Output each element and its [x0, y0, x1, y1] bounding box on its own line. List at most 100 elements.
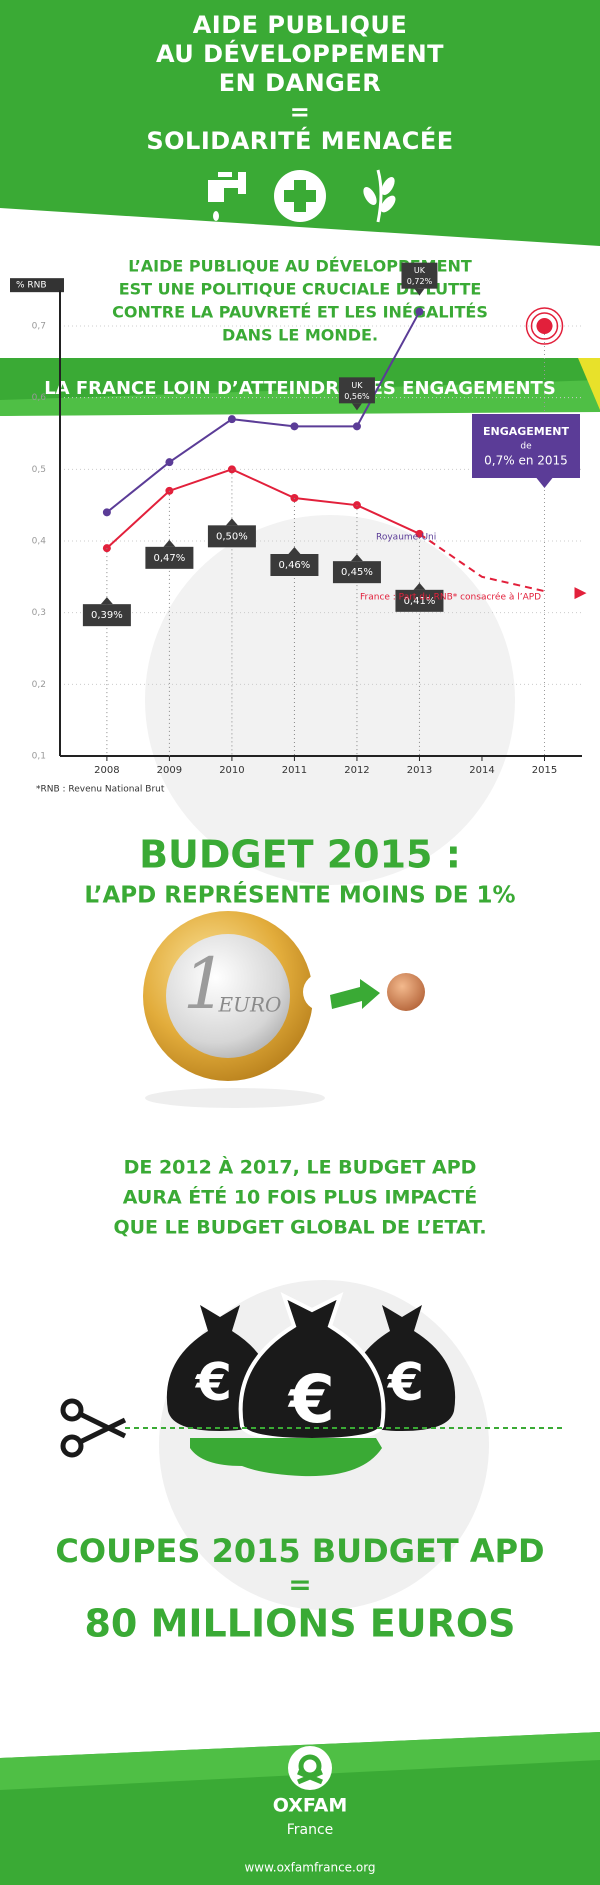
x-tick-label: 2011: [282, 765, 307, 776]
title-line: =: [290, 98, 311, 126]
value-label-bg: [207, 525, 256, 548]
cent-coin: [387, 973, 425, 1011]
engagement-box: [472, 414, 580, 478]
value-label: 0,56%: [344, 392, 370, 401]
coin-word: EURO: [218, 993, 282, 1017]
arrow-head: [574, 587, 587, 600]
scissor-ring: [60, 1398, 84, 1422]
value-label: 0,39%: [91, 610, 123, 621]
y-tick-label: 0,2: [32, 680, 46, 690]
title-line: AIDE PUBLIQUE: [193, 11, 408, 39]
engagement-target: [536, 318, 553, 334]
icons: [208, 169, 396, 223]
y-tick-label: 0,6: [32, 393, 47, 403]
country: France: [287, 1822, 334, 1838]
title-line: SOLIDARITÉ MENACÉE: [146, 126, 453, 155]
cuts-line: 80 MILLIONS EUROS: [84, 1602, 515, 1646]
y-tick-label: 0,4: [32, 537, 47, 547]
value-label-bg: [270, 554, 319, 576]
scissor-blades: [78, 1411, 127, 1445]
y-tick-label: 0,7: [32, 322, 46, 332]
impact-line: AURA ÉTÉ 10 FOIS PLUS IMPACTÉ: [123, 1186, 477, 1209]
impact-line: DE 2012 À 2017, LE BUDGET APD: [124, 1156, 477, 1179]
value-label-pointer: [100, 597, 113, 605]
value-label-bg: [338, 377, 375, 404]
engagement-connector: de: [520, 442, 532, 452]
title-line: AU DÉVELOPPEMENT: [156, 39, 444, 68]
value-label-bg: [401, 262, 438, 289]
cut-piece: [190, 1438, 382, 1477]
series-name: Royaume-Uni: [376, 533, 436, 543]
value-label: 0,41%: [404, 596, 436, 607]
value-label-pointer: [414, 288, 425, 296]
y-tick-label: 0,3: [32, 608, 46, 618]
x-tick-label: 2010: [219, 765, 244, 776]
value-label-tag: UK: [414, 266, 426, 275]
oxfam-logo-mark: [297, 1769, 323, 1785]
budget-title: BUDGET 2015 :: [139, 833, 461, 877]
x-tick-label: 2009: [157, 765, 182, 776]
engagement-title: ENGAGEMENT: [483, 425, 569, 438]
y-tick-label: 0,5: [32, 465, 46, 475]
x-tick-label: 2015: [532, 765, 557, 776]
chart-backdrop: [145, 515, 515, 885]
series-line: [106, 468, 420, 549]
engagement-target: [525, 307, 564, 345]
y-label-bg: [10, 278, 64, 293]
point: [352, 422, 361, 431]
value-label-bg: [145, 546, 194, 569]
arrow: [330, 979, 380, 1009]
intro-line: CONTRE LA PAUVRETÉ ET LES INÉGALITÉS: [112, 303, 488, 322]
chart: % RNB 0,1 0,2 0,3 0,4 0,5 0,6 0,7 2008 2009 2010 20…: [10, 262, 587, 795]
y-tick-label: 0,1: [32, 752, 46, 762]
series-line: [418, 533, 545, 593]
leaf: [380, 195, 396, 213]
x-tick-label: 2008: [94, 765, 119, 776]
point: [415, 307, 424, 316]
point: [102, 508, 111, 517]
section-title: LA FRANCE LOIN D’ATTEINDRE SES ENGAGEMEN…: [44, 378, 556, 399]
value-label-pointer: [163, 539, 176, 547]
impact-line: QUE LE BUDGET GLOBAL DE L’ETAT.: [113, 1217, 486, 1239]
point: [165, 458, 174, 467]
banner-corner: [578, 358, 600, 410]
x-tick-label: 2013: [407, 765, 432, 776]
engagement-text: 0,7% en 2015: [484, 454, 568, 468]
leaf: [363, 186, 377, 206]
value-label-bg: [332, 561, 381, 584]
value-label-pointer: [288, 547, 301, 554]
leaf: [381, 176, 395, 196]
oxfam-logo: [288, 1746, 332, 1790]
coin-center: [166, 934, 290, 1058]
series-name: France : Part du RNB* consacrée à l’APD: [360, 592, 541, 603]
value-label: 0,50%: [216, 531, 248, 542]
coin-numeral: 1: [183, 943, 228, 1025]
plant-stem: [376, 169, 383, 223]
value-label-pointer: [225, 518, 238, 526]
intro-line: EST UNE POLITIQUE CRUCIALE DE LUTTE: [119, 280, 482, 299]
series-line: [106, 311, 421, 514]
engagement-pointer: [536, 478, 553, 488]
euro-symbol: €: [195, 1353, 232, 1413]
value-label-bg: [82, 604, 131, 627]
point: [290, 422, 299, 431]
value-label-tag: UK: [351, 381, 363, 390]
value-label: 0,72%: [407, 277, 433, 286]
y-label: % RNB: [16, 281, 47, 291]
url[interactable]: www.oxfamfrance.org: [244, 1861, 375, 1875]
value-label: 0,47%: [154, 553, 186, 564]
header-bg: [0, 0, 600, 246]
value-label: 0,46%: [279, 560, 311, 571]
value-label: 0,45%: [341, 567, 373, 578]
scissor-ring: [60, 1434, 84, 1458]
euro-symbol: €: [287, 1361, 335, 1438]
money-bags: [166, 1292, 456, 1443]
brand: OXFAM: [273, 1795, 348, 1817]
value-label-pointer: [413, 582, 426, 590]
intro: L’AIDE PUBLIQUE AU DÉVELOPPEMENT EST UNE…: [112, 257, 488, 345]
value-label-pointer: [350, 554, 363, 562]
tap-handle: [218, 172, 232, 177]
euro-symbol: €: [387, 1353, 424, 1413]
